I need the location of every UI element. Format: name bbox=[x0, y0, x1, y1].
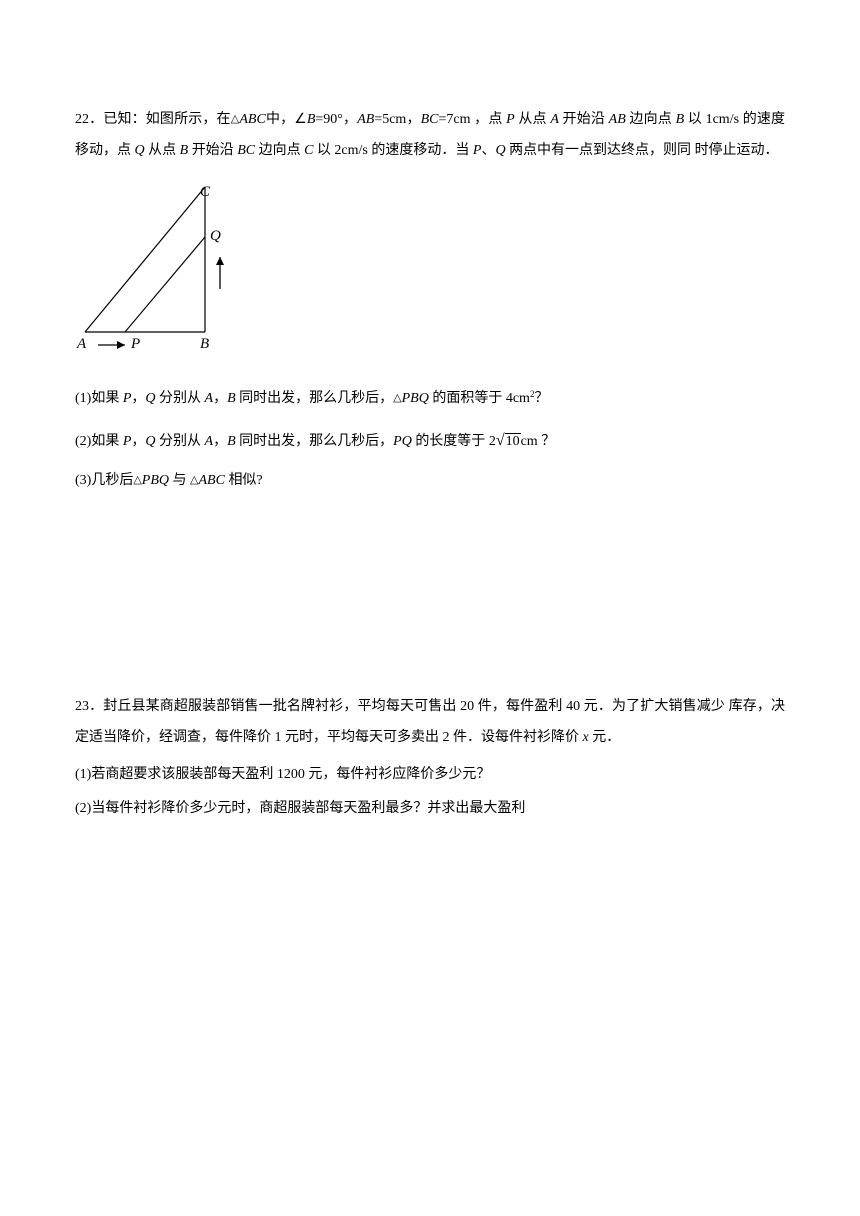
text: 开始沿 bbox=[188, 143, 237, 158]
label-p: P bbox=[130, 336, 140, 352]
problem-22-q3: (3)几秒后△PBQ 与 △ABC 相似? bbox=[75, 466, 785, 497]
text: 元． bbox=[589, 730, 621, 745]
var-b: B bbox=[227, 391, 236, 406]
text: ， bbox=[131, 434, 145, 449]
var-p: P bbox=[506, 112, 515, 127]
var-q: Q bbox=[145, 391, 155, 406]
text: 的面积等于 4cm bbox=[429, 391, 530, 406]
var-b: B bbox=[676, 112, 685, 127]
triangle-diagram: A B C P Q bbox=[75, 182, 785, 365]
text: =7cm ，点 bbox=[439, 112, 507, 127]
text: 边向点 bbox=[626, 112, 676, 127]
text: 中， bbox=[266, 112, 294, 127]
triangle-svg: A B C P Q bbox=[75, 182, 245, 352]
var-a: A bbox=[205, 434, 214, 449]
text: 同时出发，那么几秒后， bbox=[236, 434, 394, 449]
problem-number: 22． bbox=[75, 112, 103, 127]
triangle-pbq: PBQ bbox=[402, 391, 429, 406]
radical-symbol: √ bbox=[496, 432, 505, 449]
text: 分别从 bbox=[156, 391, 205, 406]
problem-23-intro: 23．封丘县某商超服装部销售一批名牌衬衫，平均每天可售出 20 件，每件盈利 4… bbox=[75, 692, 785, 754]
text: ， bbox=[131, 391, 145, 406]
text: 相似? bbox=[225, 473, 263, 488]
var-q: Q bbox=[145, 434, 155, 449]
text: =90°， bbox=[315, 112, 357, 127]
text: 时停止运动． bbox=[695, 143, 779, 158]
label-a: A bbox=[76, 336, 87, 352]
text: ？ bbox=[534, 391, 548, 406]
var-b: B bbox=[180, 143, 189, 158]
var-ab: AB bbox=[357, 112, 374, 127]
text: (2)如果 bbox=[75, 434, 123, 449]
problem-23: 23．封丘县某商超服装部销售一批名牌衬衫，平均每天可售出 20 件，每件盈利 4… bbox=[75, 692, 785, 823]
var-a: A bbox=[205, 391, 214, 406]
var-a: A bbox=[550, 112, 559, 127]
label-c: C bbox=[200, 184, 211, 200]
text: 分别从 bbox=[156, 434, 205, 449]
var-b: B bbox=[227, 434, 236, 449]
line-ac bbox=[85, 187, 205, 332]
text: 以 2cm/s 的速度移动．当 bbox=[313, 143, 472, 158]
spacer bbox=[75, 517, 785, 692]
problem-23-q1: (1)若商超要求该服装部每天盈利 1200 元，每件衬衫应降价多少元？ bbox=[75, 762, 785, 789]
text: 的长度等于 bbox=[412, 434, 489, 449]
label-q: Q bbox=[210, 228, 221, 244]
text: (1)若商超要求该服装部每天盈利 1200 元，每件衬衫应降价多少元？ bbox=[75, 767, 490, 782]
text: (3)几秒后 bbox=[75, 473, 133, 488]
problem-22: 22．已知：如图所示，在△ABC中，∠B=90°，AB=5cm，BC=7cm ，… bbox=[75, 105, 785, 497]
text: cm ？ bbox=[521, 434, 556, 449]
text: 开始沿 bbox=[559, 112, 609, 127]
problem-22-q2: (2)如果 P，Q 分别从 A，B 同时出发，那么几秒后，PQ 的长度等于 2√… bbox=[75, 423, 785, 458]
text: 从点 bbox=[515, 112, 551, 127]
text: (2)当每件衬衫降价多少元时，商超服装部每天盈利最多？并求出最大盈利 bbox=[75, 801, 525, 816]
label-b: B bbox=[200, 336, 209, 352]
triangle-abc: ABC bbox=[239, 112, 265, 127]
text: 以 1cm/s bbox=[684, 112, 739, 127]
sqrt-expression: √10 bbox=[496, 423, 521, 458]
var-q: Q bbox=[495, 143, 505, 158]
problem-22-q1: (1)如果 P，Q 分别从 A，B 同时出发，那么几秒后，△PBQ 的面积等于 … bbox=[75, 384, 785, 415]
text: 与 bbox=[169, 473, 190, 488]
text: ， bbox=[213, 391, 227, 406]
coefficient: 2 bbox=[489, 434, 496, 449]
text: 封丘县某商超服装部销售一批名牌衬衫，平均每天可售出 20 件，每件盈利 40 元… bbox=[103, 699, 725, 714]
text: 同时出发，那么几秒后， bbox=[236, 391, 394, 406]
line-pq bbox=[125, 237, 205, 332]
text: 已知：如图所示，在 bbox=[103, 112, 230, 127]
text: =5cm， bbox=[374, 112, 420, 127]
var-bc: BC bbox=[237, 143, 255, 158]
triangle-symbol: △ bbox=[133, 474, 141, 486]
triangle-symbol: △ bbox=[393, 392, 401, 404]
arrow-p-head bbox=[117, 341, 125, 349]
text: (1)如果 bbox=[75, 391, 123, 406]
text: 边向点 bbox=[255, 143, 304, 158]
text: 从点 bbox=[145, 143, 180, 158]
text: ， bbox=[213, 434, 227, 449]
triangle-abc: ABC bbox=[198, 473, 224, 488]
text: 两点中有一点到达终点，则同 bbox=[506, 143, 692, 158]
sqrt-argument: 10 bbox=[505, 433, 521, 449]
var-ab: AB bbox=[609, 112, 626, 127]
var-bc: BC bbox=[421, 112, 439, 127]
angle-symbol: ∠ bbox=[294, 112, 307, 127]
problem-23-q2: (2)当每件衬衫降价多少元时，商超服装部每天盈利最多？并求出最大盈利 bbox=[75, 796, 785, 823]
arrow-q-head bbox=[216, 257, 224, 265]
var-q: Q bbox=[135, 143, 145, 158]
var-pq: PQ bbox=[393, 434, 412, 449]
problem-number: 23． bbox=[75, 699, 103, 714]
text: 、 bbox=[481, 143, 495, 158]
triangle-pbq: PBQ bbox=[142, 473, 169, 488]
problem-22-intro: 22．已知：如图所示，在△ABC中，∠B=90°，AB=5cm，BC=7cm ，… bbox=[75, 105, 785, 167]
